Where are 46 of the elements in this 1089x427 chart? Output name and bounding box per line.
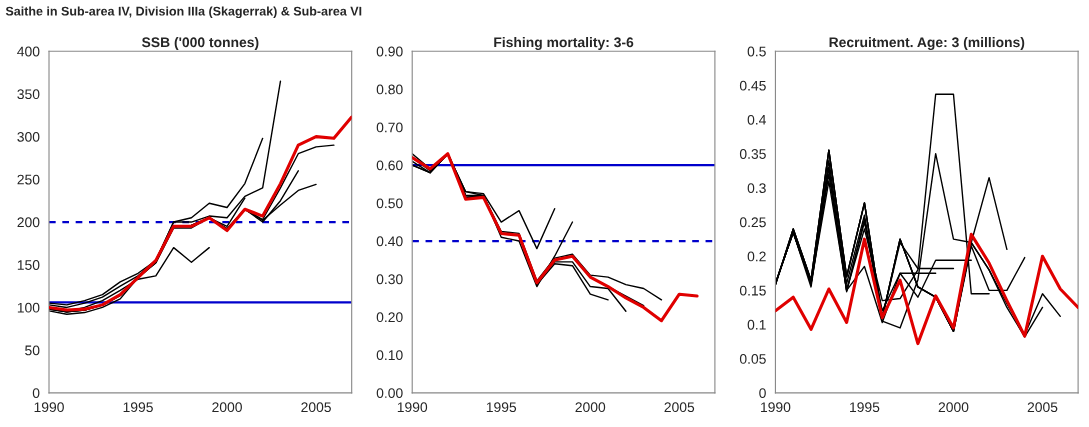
y-tick-label: 0.50 xyxy=(376,198,403,209)
y-tick-label: 0.5 xyxy=(747,46,766,57)
x-tick-label: 1990 xyxy=(34,402,64,413)
x-tick-label: 1995 xyxy=(850,402,880,413)
x-tick-label: 2005 xyxy=(1027,402,1058,413)
y-tick-label: 0.1 xyxy=(747,319,766,330)
y-tick-label: 200 xyxy=(17,217,40,228)
y-tick-label: 50 xyxy=(25,345,40,356)
y-tick-label: 150 xyxy=(17,260,40,270)
y-tick-label: 0 xyxy=(32,388,40,399)
y-tick-label: 0 xyxy=(759,388,766,399)
y-tick-label: 300 xyxy=(17,131,40,142)
y-tick-label: 0.3 xyxy=(747,183,766,194)
y-tick-label: 0.30 xyxy=(376,274,403,285)
x-tick-label: 1990 xyxy=(761,402,791,413)
x-tick-label: 2005 xyxy=(664,402,695,413)
y-tick-label: 0.45 xyxy=(739,80,766,91)
y-tick-label: 0.40 xyxy=(376,236,403,247)
x-tick-label: 2005 xyxy=(301,402,331,413)
x-tick-label: 2000 xyxy=(938,402,969,413)
x-tick-label: 1995 xyxy=(486,402,517,413)
y-tick-label: 0.20 xyxy=(376,312,403,323)
y-tick-label: 100 xyxy=(17,302,40,313)
y-tick-label: 250 xyxy=(17,174,40,185)
chart-title: SSB ('000 tonnes) xyxy=(141,37,259,50)
y-tick-label: 0.4 xyxy=(747,114,766,125)
chart-title: Recruitment. Age: 3 (millions) xyxy=(829,37,1025,51)
y-tick-label: 350 xyxy=(17,89,40,100)
y-tick-label: 400 xyxy=(17,46,40,57)
y-tick-label: 0.10 xyxy=(376,350,403,361)
chart-title: Fishing mortality: 3-6 xyxy=(494,37,634,51)
y-tick-label: 0.70 xyxy=(376,122,403,133)
x-tick-label: 1990 xyxy=(397,402,428,413)
y-tick-label: 0.80 xyxy=(376,84,403,95)
y-tick-label: 0.35 xyxy=(739,149,766,159)
y-tick-label: 0.05 xyxy=(739,354,766,364)
y-tick-label: 0.90 xyxy=(376,46,403,57)
y-tick-label: 0.00 xyxy=(376,388,403,399)
text: Saithe in Sub-area IV, Division IIIa (Skagerrak) & Sub-area VI xyxy=(5,6,362,19)
y-tick-label: 0.15 xyxy=(739,285,766,296)
x-tick-label: 2000 xyxy=(212,402,242,413)
y-tick-label: 0.2 xyxy=(747,251,766,262)
y-tick-label: 0.60 xyxy=(376,160,403,171)
y-tick-label: 0.25 xyxy=(739,217,766,228)
x-tick-label: 1995 xyxy=(123,402,153,413)
x-tick-label: 2000 xyxy=(575,402,606,413)
